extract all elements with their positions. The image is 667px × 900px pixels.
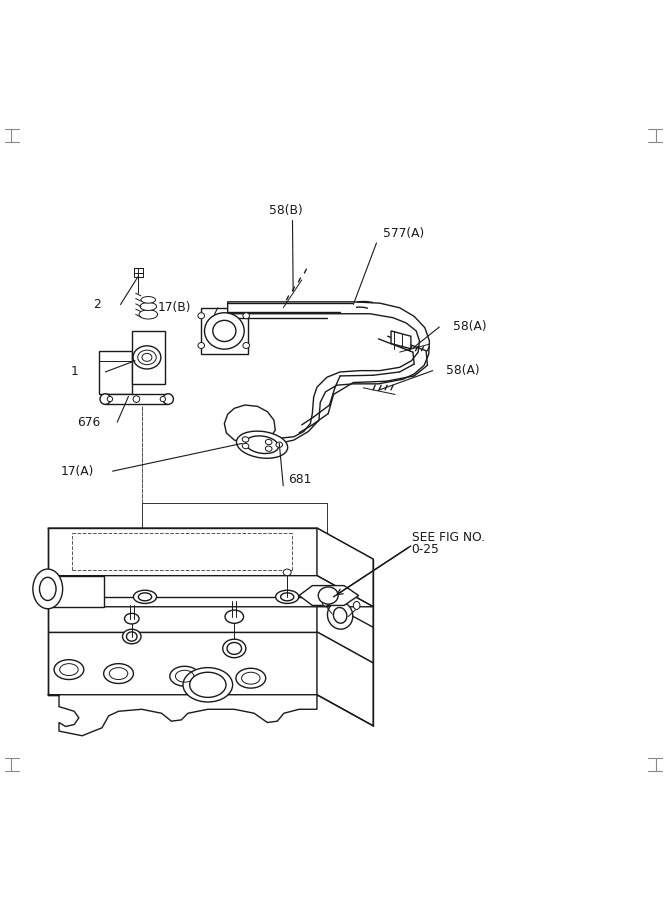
Text: 2: 2 [93, 298, 101, 311]
Ellipse shape [281, 593, 293, 601]
Ellipse shape [140, 302, 157, 310]
Ellipse shape [243, 313, 249, 319]
Text: 17(A): 17(A) [61, 464, 94, 478]
Ellipse shape [133, 396, 139, 402]
Ellipse shape [33, 569, 63, 608]
Text: 0-25: 0-25 [412, 543, 440, 555]
Ellipse shape [227, 643, 241, 654]
Ellipse shape [123, 629, 141, 643]
Polygon shape [48, 528, 374, 559]
Ellipse shape [318, 587, 338, 604]
Ellipse shape [265, 439, 272, 445]
Ellipse shape [275, 590, 299, 604]
Ellipse shape [103, 663, 133, 683]
Text: 17(B): 17(B) [158, 302, 191, 314]
Ellipse shape [54, 660, 84, 680]
Ellipse shape [141, 296, 155, 303]
Polygon shape [105, 394, 168, 404]
Ellipse shape [213, 320, 236, 341]
Ellipse shape [334, 608, 347, 623]
Text: 681: 681 [289, 472, 312, 486]
Ellipse shape [163, 394, 173, 404]
Ellipse shape [183, 668, 233, 702]
Ellipse shape [160, 396, 165, 401]
Polygon shape [299, 586, 359, 606]
Ellipse shape [139, 310, 157, 319]
Polygon shape [201, 308, 247, 354]
Text: 1: 1 [71, 365, 79, 378]
Polygon shape [48, 632, 317, 695]
Ellipse shape [138, 593, 151, 601]
Polygon shape [317, 576, 374, 663]
Ellipse shape [170, 666, 199, 686]
Ellipse shape [189, 672, 226, 698]
Ellipse shape [322, 590, 334, 601]
Ellipse shape [322, 598, 329, 606]
Ellipse shape [133, 590, 157, 604]
Ellipse shape [265, 446, 272, 451]
Polygon shape [48, 576, 104, 607]
Ellipse shape [225, 610, 243, 624]
Polygon shape [317, 528, 374, 607]
Polygon shape [48, 576, 317, 632]
Text: 58(B): 58(B) [269, 204, 303, 217]
Ellipse shape [107, 396, 113, 401]
Polygon shape [48, 576, 374, 607]
Text: 676: 676 [77, 416, 101, 428]
Text: SEE FIG NO.: SEE FIG NO. [412, 531, 485, 544]
Polygon shape [224, 302, 430, 445]
Ellipse shape [237, 431, 287, 458]
Ellipse shape [243, 343, 249, 348]
Ellipse shape [125, 614, 139, 624]
Polygon shape [317, 632, 374, 725]
Polygon shape [48, 695, 317, 735]
Polygon shape [391, 331, 411, 349]
Ellipse shape [133, 346, 161, 369]
Ellipse shape [198, 313, 205, 319]
Polygon shape [48, 528, 317, 576]
Ellipse shape [276, 442, 283, 447]
Ellipse shape [137, 350, 156, 365]
Ellipse shape [205, 313, 244, 349]
Text: 58(A): 58(A) [453, 320, 486, 334]
Text: 577(A): 577(A) [383, 227, 424, 239]
Ellipse shape [242, 436, 249, 442]
Ellipse shape [283, 569, 291, 576]
Ellipse shape [142, 354, 152, 362]
Ellipse shape [317, 586, 339, 605]
Ellipse shape [127, 632, 137, 641]
Ellipse shape [354, 601, 360, 609]
Ellipse shape [223, 639, 246, 658]
Ellipse shape [39, 577, 56, 600]
Polygon shape [99, 351, 132, 394]
Text: 58(A): 58(A) [446, 364, 480, 377]
Ellipse shape [236, 669, 265, 689]
Ellipse shape [198, 343, 205, 348]
Ellipse shape [242, 444, 249, 449]
Ellipse shape [245, 436, 279, 454]
Ellipse shape [327, 601, 353, 629]
Polygon shape [132, 331, 165, 384]
Ellipse shape [100, 394, 111, 404]
